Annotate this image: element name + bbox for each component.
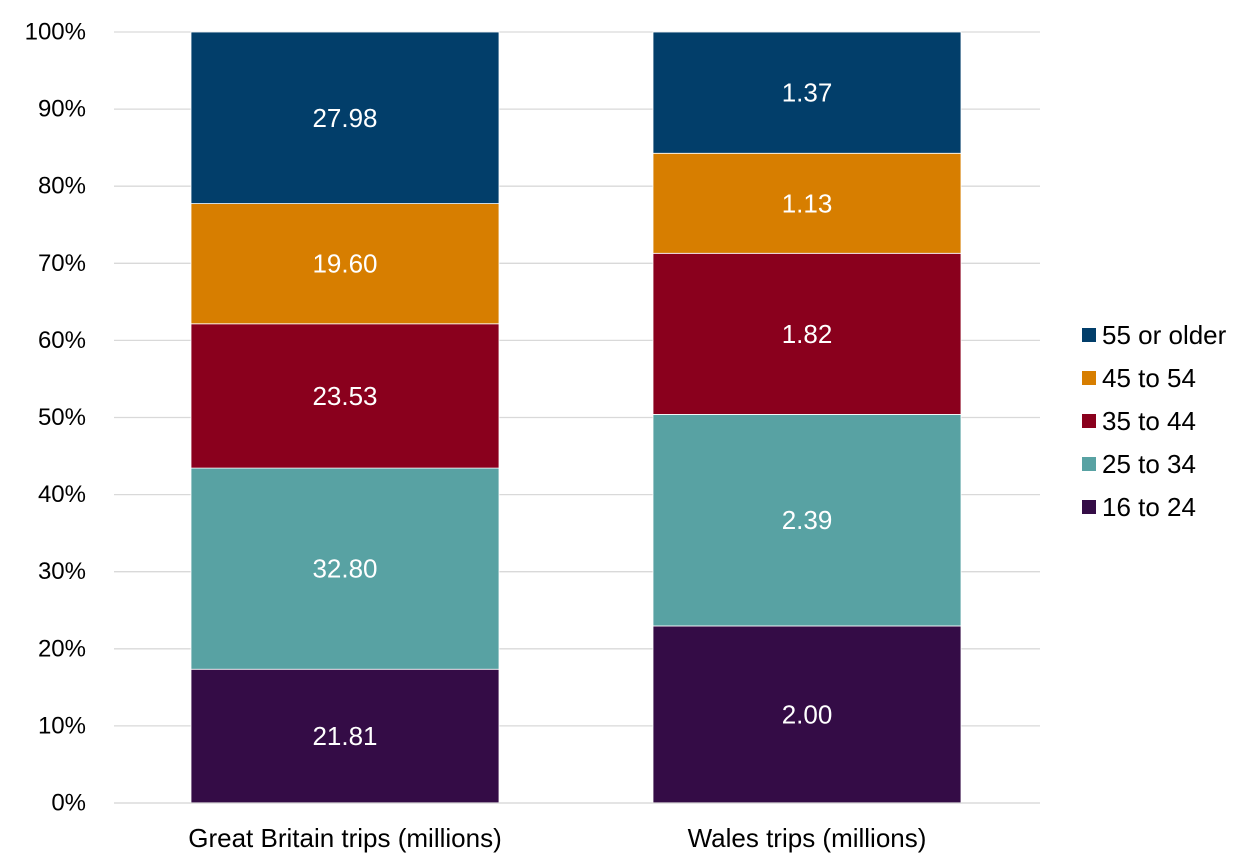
legend-swatch [1082,414,1096,428]
legend-item: 16 to 24 [1082,492,1196,522]
bars: 21.81 32.80 23.53 19.60 27.98 2.00 2.39 1.82 1.1… [190,31,962,804]
legend-label: 35 to 44 [1102,406,1196,436]
legend-label: 55 or older [1102,320,1227,350]
y-tick-label: 100% [25,19,86,46]
y-tick-label: 10% [38,712,86,739]
bar-stack: 21.81 32.80 23.53 19.60 27.98 [190,31,500,804]
legend-item: 35 to 44 [1082,406,1196,436]
y-tick-label: 90% [38,96,86,123]
data-label: 23.53 [312,381,377,411]
bar-segment [652,31,962,154]
legend-swatch [1082,457,1096,471]
legend-label: 25 to 34 [1102,449,1196,479]
legend-item: 45 to 54 [1082,363,1196,393]
bar-segment [652,252,962,415]
bar-segment [190,467,500,670]
x-tick-label: Great Britain trips (millions) [188,823,502,853]
y-tick-label: 70% [38,250,86,277]
y-tick-label: 80% [38,173,86,200]
bar-segment [652,414,962,627]
x-tick-label: Wales trips (millions) [688,823,927,853]
data-label: 21.81 [312,721,377,751]
bar-segment [652,625,962,804]
data-label: 19.60 [312,249,377,279]
bar-segment [190,323,500,469]
y-axis: 0% 10% 20% 30% 40% 50% 60% 70% 80% 90% 100% [25,19,86,817]
y-tick-label: 30% [38,558,86,585]
y-tick-label: 0% [51,790,86,817]
legend-item: 55 or older [1082,320,1227,350]
legend-swatch [1082,371,1096,385]
bar-stack: 2.00 2.39 1.82 1.13 1.37 [652,31,962,804]
data-label: 1.13 [782,188,833,218]
legend-label: 16 to 24 [1102,492,1196,522]
y-tick-label: 20% [38,635,86,662]
legend-swatch [1082,328,1096,342]
bar-segment [190,31,500,204]
data-label: 2.00 [782,699,833,729]
legend: 55 or older 45 to 54 35 to 44 25 to 34 16 to… [1082,320,1227,522]
bar-segment [190,203,500,325]
legend-swatch [1082,500,1096,514]
x-axis: Great Britain trips (millions) Wales trip… [114,802,1040,853]
legend-item: 25 to 34 [1082,449,1196,479]
y-tick-label: 60% [38,327,86,354]
bar-segment [190,668,500,804]
y-tick-label: 50% [38,404,86,431]
data-label: 1.82 [782,319,833,349]
data-label: 1.37 [782,78,833,108]
bar-segment [652,152,962,254]
legend-label: 45 to 54 [1102,363,1196,393]
data-label: 2.39 [782,505,833,535]
data-label: 27.98 [312,103,377,133]
y-tick-label: 40% [38,481,86,508]
data-label: 32.80 [312,554,377,584]
